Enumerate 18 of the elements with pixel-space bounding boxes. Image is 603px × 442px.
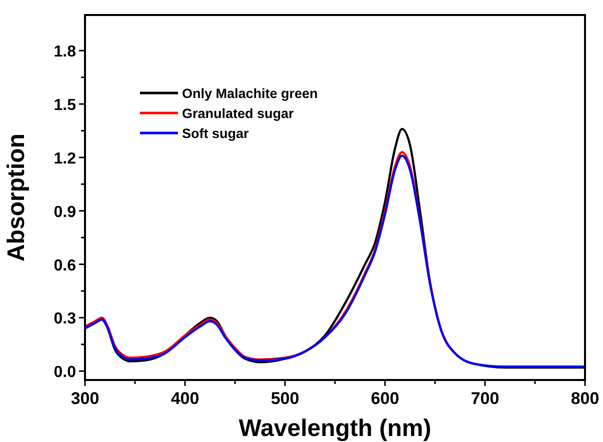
y-axis-title: Absorption [3,134,30,262]
x-tick-label: 300 [70,389,100,408]
legend-label: Granulated sugar [182,106,295,121]
x-tick-label: 400 [170,389,200,408]
y-tick-label: 0.9 [54,204,76,221]
y-tick-label: 1.2 [54,150,76,168]
legend-label: Soft sugar [182,126,250,141]
y-tick-label: 0.3 [54,310,76,328]
text: 0.0 [54,364,76,382]
x-tick-label: 800 [570,389,600,408]
x-tick-label: 700 [470,389,500,408]
y-tick-label: 1.5 [54,97,76,114]
y-tick-label: 0.6 [54,257,76,274]
x-axis-title: Wavelength (nm) [238,415,432,442]
x-tick-label: 500 [270,389,300,408]
y-tick-label: 1.8 [54,44,76,61]
legend-label: Only Malachite green [182,86,318,101]
x-tick-label: 600 [370,389,400,408]
